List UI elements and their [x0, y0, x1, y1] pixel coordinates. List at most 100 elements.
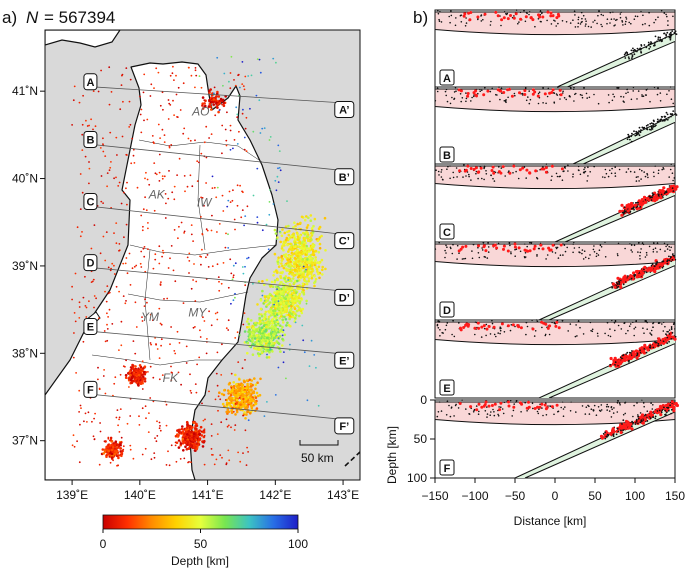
section-event [652, 122, 655, 125]
hypocenter [324, 249, 327, 252]
hypocenter [79, 235, 82, 238]
section-event [654, 193, 658, 197]
section-event [579, 251, 581, 254]
hypocenter [243, 330, 247, 333]
hypocenter [205, 256, 207, 259]
hypocenter [178, 157, 181, 160]
section-event [639, 47, 641, 50]
section-event [644, 256, 647, 258]
section-event [502, 91, 506, 94]
section-event [485, 334, 487, 337]
section-event [525, 333, 527, 336]
hypocenter [241, 61, 244, 63]
section-event [532, 407, 534, 410]
section-event [438, 241, 441, 244]
hypocenter [194, 446, 197, 449]
hypocenter [142, 225, 144, 228]
hypocenter [298, 294, 301, 298]
hypocenter [205, 228, 208, 231]
hypocenter [275, 269, 278, 272]
section-event [556, 12, 560, 16]
section-event [613, 95, 616, 98]
section-event [641, 242, 644, 245]
hypocenter [78, 101, 81, 104]
section-event [622, 419, 625, 422]
hypocenter [276, 278, 279, 282]
hypocenter [189, 389, 192, 392]
section-event [616, 87, 618, 89]
section-event [635, 356, 639, 360]
section-tag-label: E [443, 383, 450, 395]
hypocenter [100, 200, 103, 203]
section-event [582, 333, 585, 335]
hypocenter [78, 301, 81, 304]
hypocenter [141, 320, 144, 322]
section-event [549, 405, 552, 408]
section-event [636, 50, 638, 53]
hypocenter [194, 86, 196, 89]
hypocenter [195, 442, 198, 445]
hypocenter [229, 396, 233, 400]
section-event [440, 410, 443, 412]
section-event [449, 102, 452, 105]
hypocenter [305, 215, 308, 218]
section-event [465, 322, 469, 326]
section-event [503, 331, 506, 333]
hypocenter [313, 354, 316, 356]
hypocenter [286, 243, 289, 247]
hypocenter [241, 209, 244, 212]
hypocenter [321, 265, 325, 269]
section-event [453, 91, 456, 93]
hypocenter [317, 272, 320, 276]
hypocenter [173, 198, 176, 201]
section-event [550, 164, 554, 168]
section-event [514, 325, 516, 328]
hypocenter [160, 344, 163, 347]
section-event [649, 332, 651, 334]
section-event [537, 13, 540, 17]
section-event [619, 356, 622, 359]
hypocenter [82, 340, 85, 343]
section-event [524, 20, 527, 23]
hypocenter [276, 298, 279, 301]
section-event [654, 35, 657, 38]
hypocenter [161, 255, 164, 258]
section-event [464, 257, 467, 260]
section-event [436, 90, 439, 93]
hypocenter [232, 397, 236, 400]
hypocenter [99, 422, 101, 424]
section-event [449, 415, 452, 418]
hypocenter [248, 333, 251, 336]
section-event [483, 165, 486, 167]
hypocenter [228, 381, 232, 385]
section-event [643, 126, 646, 129]
hypocenter [289, 262, 292, 266]
hypocenter [158, 421, 161, 424]
hypocenter [203, 105, 207, 109]
hypocenter [217, 395, 220, 398]
hypocenter [185, 447, 189, 451]
hypocenter [193, 440, 196, 443]
map-ticks: 139˚E 140˚E 141˚E 142˚E 143˚E41˚N40˚N39˚N38˚… [12, 84, 359, 502]
hypocenter [225, 144, 228, 147]
section-event [577, 22, 580, 25]
section-event [531, 92, 535, 96]
section-event [654, 165, 656, 167]
hypocenter [155, 440, 158, 443]
section-tag-box [439, 379, 455, 396]
section-event [671, 259, 674, 261]
section-event [440, 171, 443, 173]
section-event [569, 410, 572, 412]
section-event [657, 339, 661, 343]
hypocenter [159, 137, 162, 140]
hypocenter [147, 371, 149, 373]
hypocenter [216, 90, 219, 94]
hypocenter [259, 132, 262, 134]
hypocenter [152, 141, 155, 144]
hypocenter [143, 380, 147, 383]
section-event [652, 248, 655, 251]
hypocenter [289, 265, 292, 269]
hypocenter [125, 187, 127, 190]
hypocenter [155, 343, 158, 346]
hypocenter [290, 234, 293, 238]
